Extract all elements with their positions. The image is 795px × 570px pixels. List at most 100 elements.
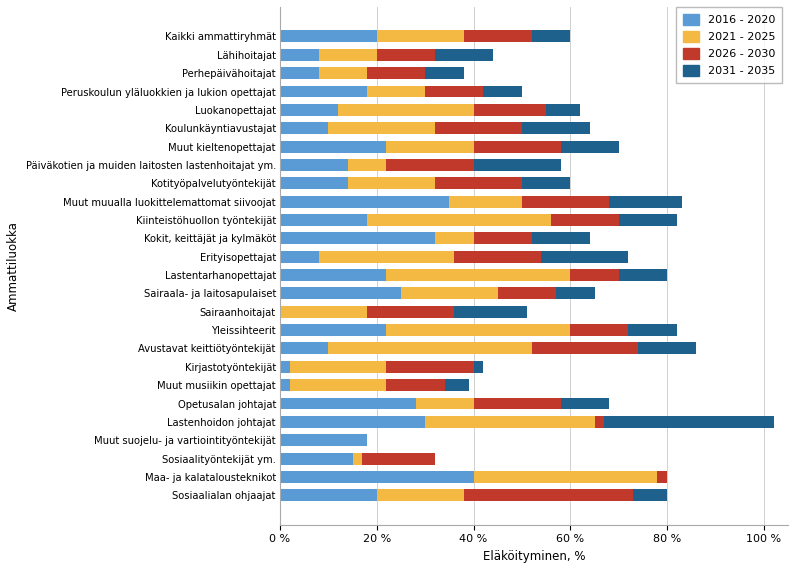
Bar xyxy=(280,397,416,409)
Bar xyxy=(280,269,386,281)
Bar xyxy=(425,416,595,428)
Bar xyxy=(280,67,319,79)
Bar xyxy=(280,379,289,391)
Bar xyxy=(289,361,386,373)
Bar xyxy=(634,489,667,501)
Bar xyxy=(280,324,386,336)
Bar xyxy=(289,379,386,391)
Bar xyxy=(541,251,628,263)
Bar xyxy=(435,233,474,245)
Bar xyxy=(522,177,570,189)
Bar xyxy=(532,233,590,245)
Bar xyxy=(338,104,474,116)
Bar xyxy=(280,49,319,61)
Bar xyxy=(280,343,328,355)
Bar xyxy=(560,141,619,153)
Bar xyxy=(474,104,546,116)
Bar xyxy=(444,379,469,391)
Bar xyxy=(570,269,619,281)
Bar xyxy=(474,233,532,245)
Bar xyxy=(628,324,677,336)
Bar xyxy=(363,453,435,465)
Bar xyxy=(353,453,363,465)
Bar xyxy=(280,489,377,501)
Bar xyxy=(570,324,628,336)
Bar xyxy=(464,30,532,42)
Bar xyxy=(347,177,435,189)
Bar xyxy=(532,343,638,355)
Bar xyxy=(435,177,522,189)
Bar xyxy=(474,159,560,171)
Bar xyxy=(328,343,532,355)
Bar xyxy=(280,361,289,373)
Bar xyxy=(551,214,619,226)
Bar xyxy=(386,159,474,171)
Bar xyxy=(474,471,657,483)
Bar xyxy=(280,177,347,189)
Bar xyxy=(280,214,367,226)
Bar xyxy=(280,233,435,245)
Bar xyxy=(464,489,634,501)
Bar xyxy=(367,306,454,317)
Bar xyxy=(522,122,590,134)
Bar xyxy=(386,379,444,391)
Bar xyxy=(377,30,464,42)
Bar xyxy=(280,287,401,299)
Bar xyxy=(609,196,681,207)
Bar xyxy=(377,49,435,61)
Bar xyxy=(280,122,328,134)
Bar xyxy=(367,67,425,79)
Bar xyxy=(280,306,367,317)
Bar xyxy=(474,141,560,153)
Bar xyxy=(386,324,570,336)
X-axis label: Eläköityminen, %: Eläköityminen, % xyxy=(483,550,585,563)
Bar xyxy=(638,343,696,355)
Bar xyxy=(280,471,474,483)
Bar xyxy=(483,86,522,97)
Y-axis label: Ammattiluokka: Ammattiluokka xyxy=(7,221,20,311)
Bar xyxy=(454,306,527,317)
Bar xyxy=(280,86,367,97)
Bar xyxy=(280,251,319,263)
Bar xyxy=(425,67,464,79)
Bar xyxy=(619,269,667,281)
Bar xyxy=(425,86,483,97)
Bar xyxy=(619,214,677,226)
Bar xyxy=(595,416,604,428)
Bar xyxy=(546,104,580,116)
Bar xyxy=(532,30,570,42)
Bar xyxy=(367,214,551,226)
Bar xyxy=(280,434,367,446)
Bar xyxy=(319,251,454,263)
Bar xyxy=(449,196,522,207)
Bar xyxy=(522,196,609,207)
Bar xyxy=(386,361,474,373)
Bar xyxy=(498,287,556,299)
Bar xyxy=(328,122,435,134)
Bar xyxy=(560,397,609,409)
Bar xyxy=(319,49,377,61)
Bar xyxy=(386,141,474,153)
Bar xyxy=(416,397,474,409)
Bar xyxy=(280,416,425,428)
Bar xyxy=(367,86,425,97)
Bar xyxy=(280,141,386,153)
Bar xyxy=(454,251,541,263)
Bar xyxy=(386,269,570,281)
Bar xyxy=(280,30,377,42)
Bar xyxy=(435,49,493,61)
Legend: 2016 - 2020, 2021 - 2025, 2026 - 2030, 2031 - 2035: 2016 - 2020, 2021 - 2025, 2026 - 2030, 2… xyxy=(676,7,782,83)
Bar xyxy=(347,159,386,171)
Bar xyxy=(657,471,667,483)
Bar xyxy=(474,361,483,373)
Bar xyxy=(280,196,449,207)
Bar xyxy=(401,287,498,299)
Bar xyxy=(604,416,774,428)
Bar xyxy=(377,489,464,501)
Bar xyxy=(435,122,522,134)
Bar xyxy=(280,159,347,171)
Bar xyxy=(474,397,560,409)
Bar xyxy=(280,453,353,465)
Bar xyxy=(556,287,595,299)
Bar xyxy=(280,104,338,116)
